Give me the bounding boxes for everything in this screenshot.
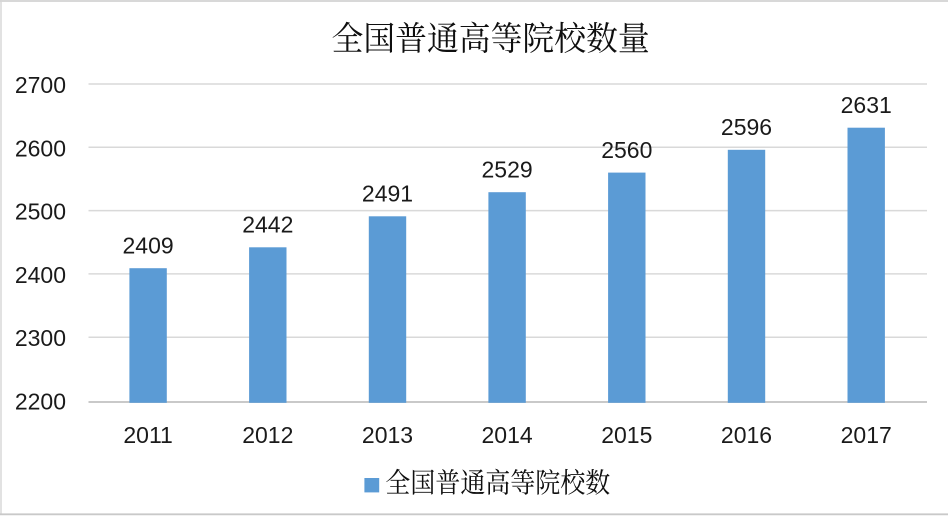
svg-text:2017: 2017 [841,422,892,448]
svg-text:2700: 2700 [15,72,66,98]
svg-text:2015: 2015 [601,422,652,448]
svg-text:2016: 2016 [721,422,772,448]
svg-text:2011: 2011 [123,422,172,448]
svg-text:2409: 2409 [123,232,174,258]
svg-text:2529: 2529 [482,156,533,182]
svg-text:2013: 2013 [362,422,413,448]
svg-text:2596: 2596 [721,114,772,140]
svg-text:2012: 2012 [242,422,293,448]
svg-text:2491: 2491 [362,181,413,207]
svg-text:2600: 2600 [15,135,66,161]
svg-text:2560: 2560 [601,137,652,163]
svg-text:2400: 2400 [15,262,66,288]
svg-text:2442: 2442 [242,212,293,238]
svg-text:2500: 2500 [15,199,66,225]
svg-text:2200: 2200 [15,389,66,415]
svg-text:2300: 2300 [15,325,66,351]
svg-text:2014: 2014 [482,422,533,448]
svg-text:2631: 2631 [841,92,892,118]
